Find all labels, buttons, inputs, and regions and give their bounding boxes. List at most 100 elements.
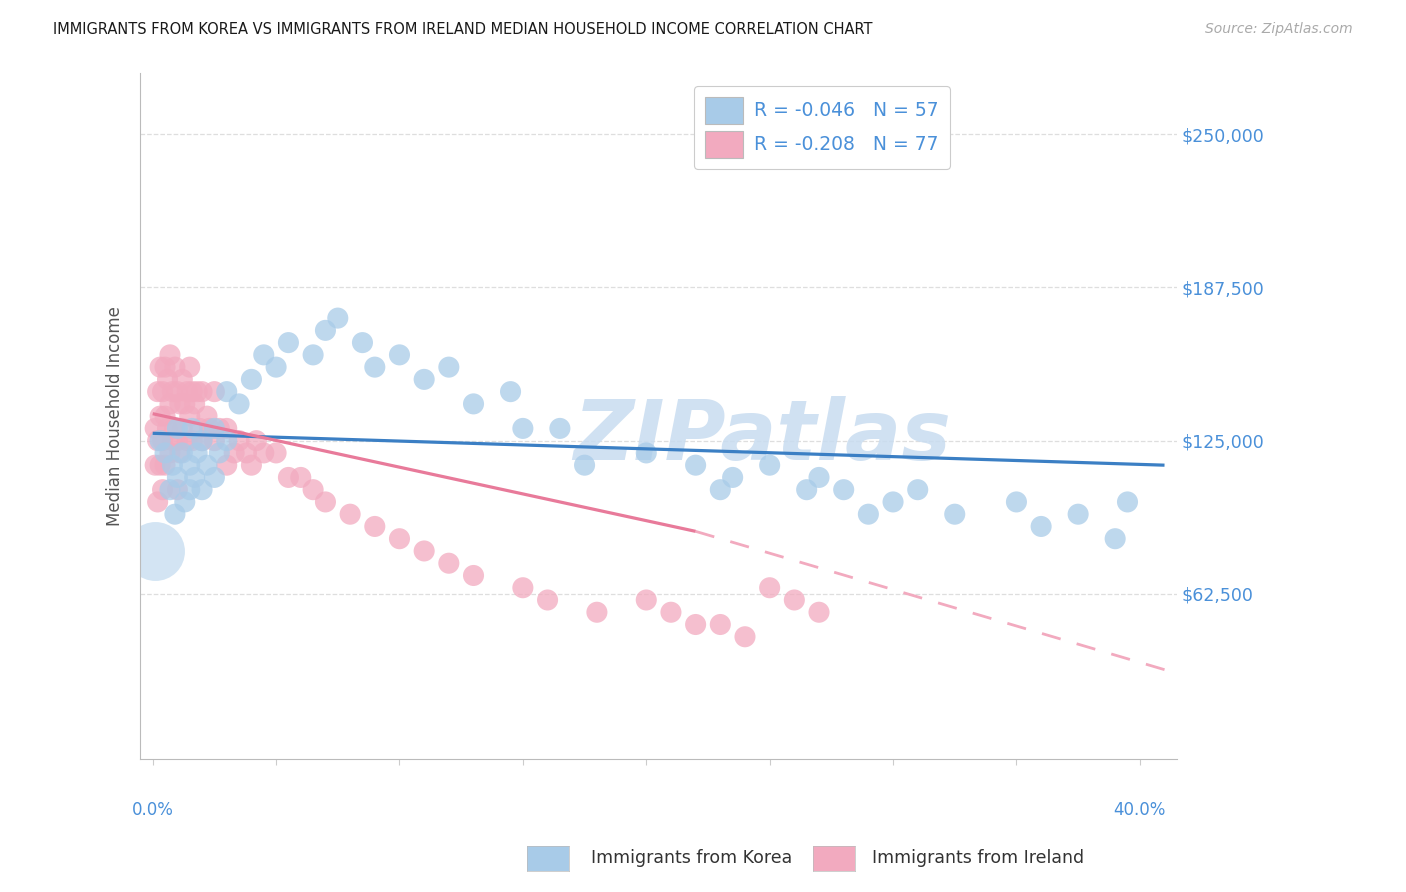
Point	[235, 446, 257, 460]
Point	[437, 556, 460, 570]
Point	[314, 495, 336, 509]
Point	[159, 397, 181, 411]
Point	[512, 581, 534, 595]
Point	[290, 470, 312, 484]
Point	[783, 593, 806, 607]
Point	[146, 495, 169, 509]
Point	[149, 434, 172, 448]
Point	[636, 593, 658, 607]
Point	[181, 434, 204, 448]
Text: 0.0%: 0.0%	[132, 801, 173, 819]
Point	[224, 446, 246, 460]
Point	[173, 397, 195, 411]
Point	[832, 483, 855, 497]
Point	[302, 483, 325, 497]
Point	[215, 384, 238, 399]
Point	[179, 409, 201, 424]
Point	[162, 458, 184, 472]
Point	[1005, 495, 1028, 509]
Point	[253, 446, 276, 460]
Point	[1104, 532, 1126, 546]
Point	[198, 421, 221, 435]
Point	[163, 421, 186, 435]
Point	[181, 384, 204, 399]
Point	[758, 581, 780, 595]
Point	[176, 384, 198, 399]
Point	[437, 360, 460, 375]
Point	[636, 446, 658, 460]
Y-axis label: Median Household Income: Median Household Income	[107, 306, 124, 526]
Point	[512, 421, 534, 435]
Point	[734, 630, 756, 644]
Point	[240, 372, 263, 386]
Point	[277, 335, 299, 350]
Point	[163, 360, 186, 375]
Point	[173, 495, 195, 509]
Point	[1067, 507, 1090, 521]
Point	[808, 605, 831, 619]
Point	[240, 458, 263, 472]
Point	[152, 483, 174, 497]
Point	[685, 617, 707, 632]
Point	[685, 458, 707, 472]
Point	[152, 434, 174, 448]
Point	[166, 483, 188, 497]
Point	[149, 458, 172, 472]
Point	[536, 593, 558, 607]
Point	[152, 384, 174, 399]
Point	[195, 458, 218, 472]
Point	[499, 384, 522, 399]
Point	[153, 446, 176, 460]
Point	[388, 532, 411, 546]
Point	[153, 458, 176, 472]
Point	[882, 495, 904, 509]
Point	[388, 348, 411, 362]
Point	[202, 421, 225, 435]
Point	[943, 507, 966, 521]
Point	[796, 483, 818, 497]
Point	[146, 434, 169, 448]
Point	[195, 409, 218, 424]
Text: Immigrants from Ireland: Immigrants from Ireland	[872, 849, 1084, 867]
Point	[162, 384, 184, 399]
Point	[264, 446, 287, 460]
Point	[463, 397, 485, 411]
Point	[186, 384, 208, 399]
Point	[172, 446, 194, 460]
Point	[721, 470, 744, 484]
Point	[156, 372, 179, 386]
Point	[188, 421, 211, 435]
Legend: R = -0.046   N = 57, R = -0.208   N = 77: R = -0.046 N = 57, R = -0.208 N = 77	[695, 86, 950, 169]
Point	[202, 384, 225, 399]
Point	[169, 397, 191, 411]
Point	[179, 483, 201, 497]
Point	[264, 360, 287, 375]
Point	[858, 507, 880, 521]
Point	[586, 605, 609, 619]
Point	[156, 421, 179, 435]
Point	[162, 434, 184, 448]
Point	[302, 348, 325, 362]
Point	[172, 372, 194, 386]
Point	[208, 446, 231, 460]
Point	[159, 348, 181, 362]
Point	[1116, 495, 1139, 509]
Point	[166, 384, 188, 399]
Text: ZIPatlas: ZIPatlas	[574, 396, 952, 477]
Point	[228, 434, 250, 448]
Point	[179, 360, 201, 375]
Point	[326, 311, 349, 326]
Point	[339, 507, 361, 521]
Point	[186, 446, 208, 460]
Point	[574, 458, 596, 472]
Point	[191, 384, 214, 399]
Point	[202, 470, 225, 484]
Point	[179, 458, 201, 472]
Point	[149, 360, 172, 375]
Point	[159, 483, 181, 497]
Text: Source: ZipAtlas.com: Source: ZipAtlas.com	[1205, 22, 1353, 37]
Point	[364, 519, 387, 533]
Point	[548, 421, 571, 435]
Point	[143, 544, 166, 558]
Point	[143, 421, 166, 435]
